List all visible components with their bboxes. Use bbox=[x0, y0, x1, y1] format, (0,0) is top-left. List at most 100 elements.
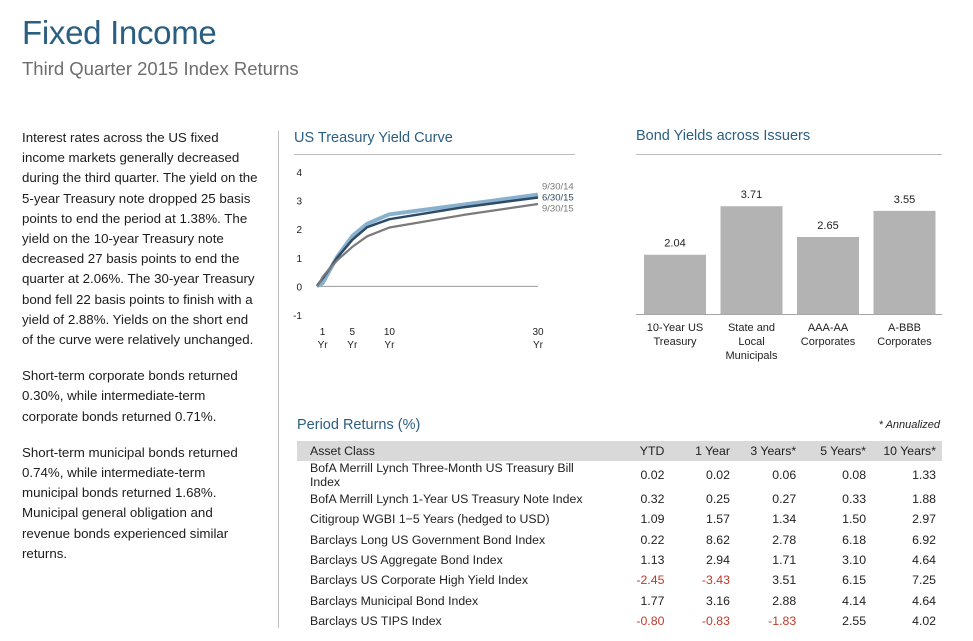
return-value-cell: 8.62 bbox=[706, 532, 730, 547]
return-value-cell: -0.83 bbox=[701, 613, 730, 628]
category-label: Corporates bbox=[801, 336, 856, 348]
table-row: Barclays US TIPS Index -0.80 -0.83 -1.83 2.5… bbox=[297, 611, 942, 631]
annualized-note: * Annualized bbox=[878, 419, 940, 431]
bar bbox=[720, 206, 783, 314]
x-tick-label: Yr bbox=[384, 340, 395, 351]
return-value-cell: 2.55 bbox=[842, 613, 867, 628]
return-value-cell: -2.45 bbox=[636, 573, 665, 588]
y-tick-label: 3 bbox=[296, 197, 302, 208]
returns-table: Asset Class YTD 1 Year 3 Years* 5 Years*… bbox=[297, 441, 942, 631]
yield-curve-title: US Treasury Yield Curve bbox=[294, 130, 453, 146]
bond-yields-title: Bond Yields across Issuers bbox=[636, 128, 811, 144]
category-label: AAA-AA bbox=[808, 322, 849, 334]
asset-class-cell: Barclays US Aggregate Bond Index bbox=[310, 553, 503, 568]
commentary-paragraph: Short-term municipal bonds returned 0.74… bbox=[22, 444, 238, 561]
return-value-cell: 0.02 bbox=[640, 468, 665, 482]
return-value-cell: 0.22 bbox=[640, 532, 665, 547]
asset-class-cell: BofA Merrill Lynch 1-Year US Treasury No… bbox=[310, 492, 583, 507]
commentary: Interest rates across the US fixed incom… bbox=[22, 128, 260, 580]
bond-yields-title-rule bbox=[636, 154, 942, 155]
x-tick-label: Yr bbox=[347, 340, 358, 351]
yield-curve-chart: -1 0 1 2 3 4 1 Yr 5 Yr 10 Yr 30 Yr 9/30/146/30/159/30/… bbox=[293, 168, 574, 351]
commentary-paragraph: Interest rates across the US fixed incom… bbox=[22, 130, 258, 348]
return-value-cell: 0.27 bbox=[772, 492, 797, 507]
table-row: Barclays US Corporate High Yield Index -2… bbox=[297, 570, 942, 590]
return-value-cell: 0.02 bbox=[706, 468, 730, 482]
category-label: Corporates bbox=[877, 336, 932, 348]
return-value-cell: 1.88 bbox=[912, 492, 936, 507]
return-value-cell: 6.15 bbox=[842, 573, 867, 588]
x-tick-label: Yr bbox=[318, 340, 329, 351]
asset-class-cell: Barclays US Corporate High Yield Index bbox=[310, 573, 529, 588]
y-tick-label: 4 bbox=[296, 168, 302, 179]
return-value-cell: 1.50 bbox=[842, 512, 867, 527]
x-tick-label: 30 bbox=[532, 327, 544, 338]
return-value-cell: 0.33 bbox=[842, 492, 867, 507]
bar-value-label: 3.55 bbox=[894, 194, 915, 206]
return-value-cell: 0.06 bbox=[772, 468, 797, 482]
bar-value-label: 2.04 bbox=[664, 238, 685, 250]
return-value-cell: 3.10 bbox=[842, 553, 867, 568]
return-value-cell: 2.97 bbox=[912, 512, 936, 527]
return-value-cell: 4.64 bbox=[912, 593, 936, 608]
series-line bbox=[316, 192, 539, 288]
category-label: Local bbox=[738, 336, 764, 348]
table-header-row: Asset Class YTD 1 Year 3 Years* 5 Years*… bbox=[297, 441, 942, 461]
table-row: Barclays Municipal Bond Index 1.77 3.16 2.8… bbox=[297, 590, 942, 610]
return-value-cell: -0.80 bbox=[636, 613, 665, 628]
return-value-cell: 1.77 bbox=[640, 593, 665, 608]
legend-label: 9/30/15 bbox=[542, 203, 574, 214]
asset-class-cell: Barclays US TIPS Index bbox=[310, 613, 442, 628]
bar bbox=[644, 254, 706, 314]
column-header: 10 Years* bbox=[872, 441, 942, 461]
return-value-cell: -1.83 bbox=[768, 613, 797, 628]
x-tick-label: 5 bbox=[350, 327, 356, 338]
category-label: Treasury bbox=[654, 336, 697, 348]
return-value-cell: 1.33 bbox=[912, 468, 936, 482]
return-value-cell: 7.25 bbox=[912, 573, 936, 588]
category-label: 10-Year US bbox=[647, 322, 703, 334]
x-tick-label: 1 bbox=[320, 327, 326, 338]
legend-label: 9/30/14 bbox=[542, 181, 574, 192]
table-row: Barclays US Aggregate Bond Index 1.13 2.94… bbox=[297, 550, 942, 570]
return-value-cell: 1.57 bbox=[706, 512, 730, 527]
table-row: Barclays Long US Government Bond Index 0.… bbox=[297, 530, 942, 550]
bar bbox=[873, 210, 936, 314]
asset-class-cell: BofA Merrill Lynch Three-Month US Treasu… bbox=[310, 461, 574, 489]
column-header: YTD bbox=[612, 441, 671, 461]
page-subtitle: Third Quarter 2015 Index Returns bbox=[22, 58, 299, 79]
return-value-cell: 3.16 bbox=[706, 593, 730, 608]
x-tick-label: 10 bbox=[384, 327, 396, 338]
column-header: 3 Years* bbox=[735, 441, 803, 461]
page-title: Fixed Income bbox=[22, 14, 217, 51]
asset-class-cell: Barclays Municipal Bond Index bbox=[310, 593, 479, 608]
return-value-cell: 2.88 bbox=[772, 593, 797, 608]
column-header: 1 Year bbox=[670, 441, 736, 461]
table-row: BofA Merrill Lynch 1-Year US Treasury No… bbox=[297, 489, 942, 509]
return-value-cell: 1.09 bbox=[640, 512, 665, 527]
table-row: BofA Merrill Lynch Three-Month US Treasu… bbox=[297, 461, 942, 489]
return-value-cell: 3.51 bbox=[772, 573, 797, 588]
category-label: A-BBB bbox=[888, 322, 921, 334]
return-value-cell: 0.32 bbox=[640, 492, 665, 507]
return-value-cell: 1.71 bbox=[772, 553, 797, 568]
return-value-cell: 1.34 bbox=[772, 512, 797, 527]
asset-class-cell: Citigroup WGBI 1−5 Years (hedged to USD) bbox=[310, 512, 550, 527]
y-tick-label: 0 bbox=[296, 282, 302, 293]
bar-value-label: 2.65 bbox=[817, 220, 838, 232]
return-value-cell: 6.92 bbox=[912, 532, 936, 547]
return-value-cell: 1.13 bbox=[640, 553, 665, 568]
return-value-cell: 4.64 bbox=[912, 553, 936, 568]
yield-curve-title-rule bbox=[294, 154, 575, 155]
returns-table-title: Period Returns (%) bbox=[297, 417, 421, 433]
return-value-cell: 4.14 bbox=[842, 593, 867, 608]
return-value-cell: 2.78 bbox=[772, 532, 797, 547]
y-tick-label: 2 bbox=[296, 225, 302, 236]
legend-label: 6/30/15 bbox=[542, 192, 574, 203]
column-header: 5 Years* bbox=[802, 441, 873, 461]
bar bbox=[797, 237, 859, 314]
column-divider bbox=[278, 131, 279, 628]
column-header: Asset Class bbox=[297, 441, 613, 461]
return-value-cell: 0.25 bbox=[706, 492, 730, 507]
return-value-cell: 4.02 bbox=[912, 613, 936, 628]
